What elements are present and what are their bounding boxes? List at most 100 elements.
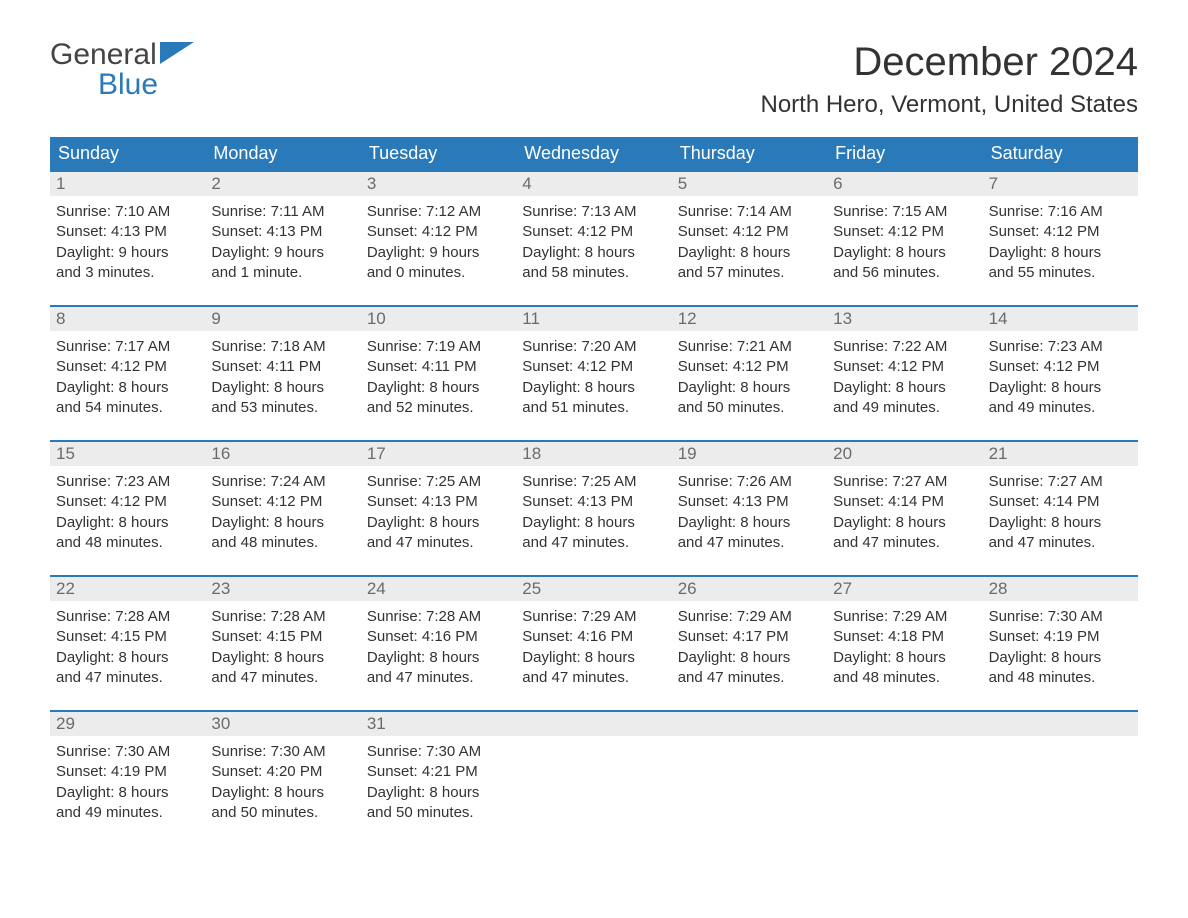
sunrise-text: Sunrise: 7:11 AM — [211, 202, 354, 222]
daylight-line2: and 47 minutes. — [678, 533, 821, 553]
daylight-line2: and 47 minutes. — [56, 668, 199, 688]
daylight-line1: Daylight: 8 hours — [211, 378, 354, 398]
day-cell: 30Sunrise: 7:30 AMSunset: 4:20 PMDayligh… — [205, 712, 360, 827]
weekday-header: Wednesday — [516, 137, 671, 170]
week-row: 8Sunrise: 7:17 AMSunset: 4:12 PMDaylight… — [50, 305, 1138, 422]
daylight-line2: and 47 minutes. — [678, 668, 821, 688]
daylight-line2: and 1 minute. — [211, 263, 354, 283]
week-row: 22Sunrise: 7:28 AMSunset: 4:15 PMDayligh… — [50, 575, 1138, 692]
day-cell: 19Sunrise: 7:26 AMSunset: 4:13 PMDayligh… — [672, 442, 827, 557]
day-cell: 3Sunrise: 7:12 AMSunset: 4:12 PMDaylight… — [361, 172, 516, 287]
day-cell: 25Sunrise: 7:29 AMSunset: 4:16 PMDayligh… — [516, 577, 671, 692]
day-body: Sunrise: 7:24 AMSunset: 4:12 PMDaylight:… — [205, 466, 360, 557]
day-cell: 8Sunrise: 7:17 AMSunset: 4:12 PMDaylight… — [50, 307, 205, 422]
sunset-text: Sunset: 4:17 PM — [678, 627, 821, 647]
title-block: December 2024 North Hero, Vermont, Unite… — [760, 40, 1138, 119]
daylight-line1: Daylight: 9 hours — [211, 243, 354, 263]
daylight-line2: and 47 minutes. — [833, 533, 976, 553]
sunrise-text: Sunrise: 7:14 AM — [678, 202, 821, 222]
day-number: 14 — [983, 307, 1138, 331]
day-body: Sunrise: 7:21 AMSunset: 4:12 PMDaylight:… — [672, 331, 827, 422]
daylight-line2: and 47 minutes. — [522, 533, 665, 553]
daylight-line2: and 49 minutes. — [56, 803, 199, 823]
day-number: 6 — [827, 172, 982, 196]
day-number: 16 — [205, 442, 360, 466]
sunrise-text: Sunrise: 7:17 AM — [56, 337, 199, 357]
day-cell: 9Sunrise: 7:18 AMSunset: 4:11 PMDaylight… — [205, 307, 360, 422]
day-cell: 17Sunrise: 7:25 AMSunset: 4:13 PMDayligh… — [361, 442, 516, 557]
sunset-text: Sunset: 4:13 PM — [678, 492, 821, 512]
day-body: Sunrise: 7:30 AMSunset: 4:19 PMDaylight:… — [983, 601, 1138, 692]
day-number: 15 — [50, 442, 205, 466]
day-number: 29 — [50, 712, 205, 736]
day-number: 12 — [672, 307, 827, 331]
sunset-text: Sunset: 4:12 PM — [989, 222, 1132, 242]
day-body: Sunrise: 7:28 AMSunset: 4:15 PMDaylight:… — [50, 601, 205, 692]
daylight-line1: Daylight: 8 hours — [678, 378, 821, 398]
weekday-header: Sunday — [50, 137, 205, 170]
sunrise-text: Sunrise: 7:29 AM — [678, 607, 821, 627]
daylight-line2: and 48 minutes. — [989, 668, 1132, 688]
daylight-line2: and 48 minutes. — [211, 533, 354, 553]
day-number: 23 — [205, 577, 360, 601]
sunrise-text: Sunrise: 7:23 AM — [56, 472, 199, 492]
sunset-text: Sunset: 4:11 PM — [367, 357, 510, 377]
daylight-line1: Daylight: 8 hours — [989, 243, 1132, 263]
day-cell: 1Sunrise: 7:10 AMSunset: 4:13 PMDaylight… — [50, 172, 205, 287]
day-cell: 23Sunrise: 7:28 AMSunset: 4:15 PMDayligh… — [205, 577, 360, 692]
day-cell: 27Sunrise: 7:29 AMSunset: 4:18 PMDayligh… — [827, 577, 982, 692]
daylight-line1: Daylight: 8 hours — [678, 513, 821, 533]
sunrise-text: Sunrise: 7:29 AM — [522, 607, 665, 627]
daylight-line2: and 50 minutes. — [211, 803, 354, 823]
day-body: Sunrise: 7:25 AMSunset: 4:13 PMDaylight:… — [361, 466, 516, 557]
day-body: Sunrise: 7:11 AMSunset: 4:13 PMDaylight:… — [205, 196, 360, 287]
day-number: 7 — [983, 172, 1138, 196]
day-number: 4 — [516, 172, 671, 196]
day-cell: 6Sunrise: 7:15 AMSunset: 4:12 PMDaylight… — [827, 172, 982, 287]
day-cell: 2Sunrise: 7:11 AMSunset: 4:13 PMDaylight… — [205, 172, 360, 287]
daylight-line2: and 57 minutes. — [678, 263, 821, 283]
sunset-text: Sunset: 4:12 PM — [211, 492, 354, 512]
daylight-line2: and 56 minutes. — [833, 263, 976, 283]
weeks-container: 1Sunrise: 7:10 AMSunset: 4:13 PMDaylight… — [50, 170, 1138, 827]
daylight-line1: Daylight: 9 hours — [367, 243, 510, 263]
day-cell — [983, 712, 1138, 827]
day-body: Sunrise: 7:23 AMSunset: 4:12 PMDaylight:… — [983, 331, 1138, 422]
day-body: Sunrise: 7:30 AMSunset: 4:20 PMDaylight:… — [205, 736, 360, 827]
sunrise-text: Sunrise: 7:26 AM — [678, 472, 821, 492]
day-body: Sunrise: 7:25 AMSunset: 4:13 PMDaylight:… — [516, 466, 671, 557]
day-cell: 28Sunrise: 7:30 AMSunset: 4:19 PMDayligh… — [983, 577, 1138, 692]
day-number: 8 — [50, 307, 205, 331]
sunset-text: Sunset: 4:13 PM — [522, 492, 665, 512]
day-body: Sunrise: 7:12 AMSunset: 4:12 PMDaylight:… — [361, 196, 516, 287]
sunset-text: Sunset: 4:15 PM — [56, 627, 199, 647]
daylight-line2: and 48 minutes. — [833, 668, 976, 688]
sunrise-text: Sunrise: 7:16 AM — [989, 202, 1132, 222]
logo: General Blue — [50, 40, 194, 100]
day-number: 24 — [361, 577, 516, 601]
sunrise-text: Sunrise: 7:18 AM — [211, 337, 354, 357]
sunset-text: Sunset: 4:12 PM — [989, 357, 1132, 377]
sunrise-text: Sunrise: 7:19 AM — [367, 337, 510, 357]
day-number: 30 — [205, 712, 360, 736]
day-cell: 18Sunrise: 7:25 AMSunset: 4:13 PMDayligh… — [516, 442, 671, 557]
day-body: Sunrise: 7:23 AMSunset: 4:12 PMDaylight:… — [50, 466, 205, 557]
sunrise-text: Sunrise: 7:30 AM — [56, 742, 199, 762]
day-cell: 31Sunrise: 7:30 AMSunset: 4:21 PMDayligh… — [361, 712, 516, 827]
day-cell: 7 Sunrise: 7:16 AMSunset: 4:12 PMDaylight… — [983, 172, 1138, 287]
logo-flag-icon — [160, 40, 194, 70]
sunrise-text: Sunrise: 7:10 AM — [56, 202, 199, 222]
sunset-text: Sunset: 4:12 PM — [522, 222, 665, 242]
day-number: 17 — [361, 442, 516, 466]
sunrise-text: Sunrise: 7:23 AM — [989, 337, 1132, 357]
day-number — [516, 712, 671, 736]
weekday-header: Tuesday — [361, 137, 516, 170]
daylight-line1: Daylight: 9 hours — [56, 243, 199, 263]
day-number: 20 — [827, 442, 982, 466]
day-cell: 16Sunrise: 7:24 AMSunset: 4:12 PMDayligh… — [205, 442, 360, 557]
day-number — [983, 712, 1138, 736]
sunset-text: Sunset: 4:12 PM — [678, 357, 821, 377]
sunset-text: Sunset: 4:11 PM — [211, 357, 354, 377]
logo-top-row: General — [50, 40, 194, 70]
sunset-text: Sunset: 4:19 PM — [56, 762, 199, 782]
